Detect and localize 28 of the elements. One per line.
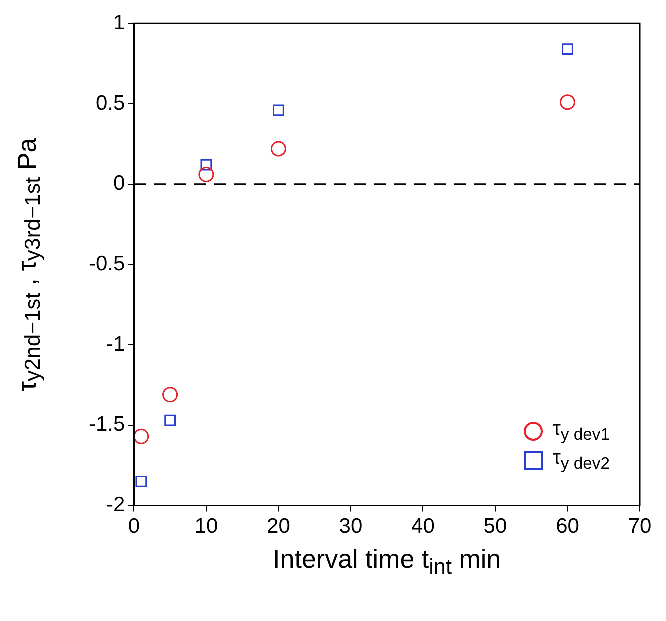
x-axis-title: Interval time t$_{int}$ min bbox=[272, 544, 502, 580]
x-tick-label: 50 bbox=[484, 515, 508, 538]
point bbox=[562, 44, 574, 56]
point bbox=[200, 159, 212, 171]
point bbox=[164, 414, 176, 426]
y-tick-label: 1 bbox=[114, 11, 126, 34]
y-tick-label: -1.5 bbox=[89, 413, 126, 436]
point bbox=[270, 141, 286, 157]
point bbox=[273, 104, 284, 116]
point bbox=[162, 387, 178, 403]
y-tick-label: -2 bbox=[106, 494, 126, 517]
legend-label: τ$_{y dev2}$ bbox=[553, 446, 610, 474]
x-tick-label: 0 bbox=[128, 515, 140, 538]
x-tick-label: 40 bbox=[412, 515, 435, 538]
legend-label: τ$_{y dev1}$ bbox=[553, 418, 610, 445]
x-tick-label: 20 bbox=[267, 515, 290, 538]
y-tick-label: -1 bbox=[106, 332, 126, 356]
point bbox=[560, 94, 576, 110]
point bbox=[134, 428, 150, 444]
x-tick-label: 60 bbox=[556, 515, 580, 538]
y-tick-label: 0 bbox=[114, 172, 126, 196]
point bbox=[198, 166, 214, 182]
y-tick-label: -0.5 bbox=[89, 252, 126, 276]
x-tick-label: 30 bbox=[339, 515, 363, 538]
y-tick-label: 0.5 bbox=[96, 92, 126, 115]
x-tick-label: 70 bbox=[628, 515, 652, 538]
x-tick-label: 10 bbox=[194, 515, 218, 538]
point bbox=[136, 476, 148, 488]
